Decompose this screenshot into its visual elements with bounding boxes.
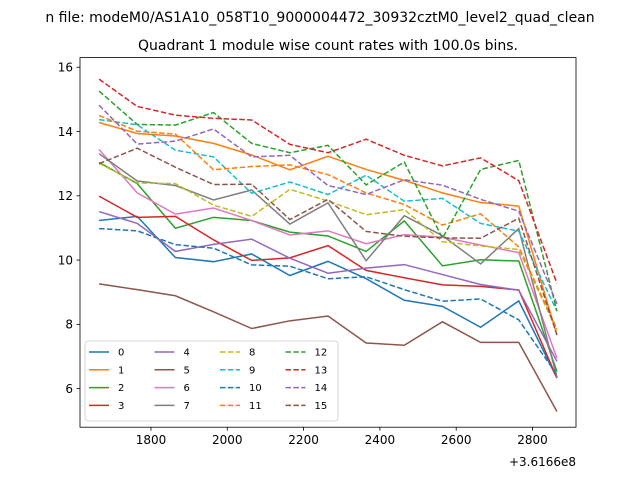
chart-title: Quadrant 1 module wise count rates with … [138,38,518,54]
series-line-8 [98,162,558,331]
series-line-4 [98,210,558,362]
x-offset-label: +3.6166e8 [509,455,576,469]
x-tick-label: 2800 [517,433,548,447]
series-line-13 [98,78,558,284]
y-tick-label: 6 [65,382,73,396]
x-tick-label: 2000 [212,433,243,447]
series-line-1 [98,121,558,336]
y-tick-label: 16 [58,61,73,75]
y-tick-label: 12 [58,189,73,203]
legend-label-3: 3 [118,401,124,412]
legend-label-7: 7 [184,401,190,412]
x-tick-label: 2400 [365,433,396,447]
x-tick-label: 2600 [441,433,472,447]
plot-lines [98,78,558,412]
legend-label-11: 11 [249,401,262,412]
legend-label-9: 9 [249,365,255,376]
legend-label-1: 1 [118,365,124,376]
legend-label-13: 13 [315,365,328,376]
series-line-5 [98,283,558,412]
legend-label-2: 2 [118,383,124,394]
series-line-10 [99,227,558,376]
series-line-0 [98,215,558,379]
legend-label-12: 12 [315,348,328,359]
legend-label-0: 0 [118,348,124,359]
figure-suptitle: n file: modeM0/AS1A10_058T10_9000004472_… [45,10,594,26]
series-line-12 [98,90,558,312]
legend-label-10: 10 [249,383,262,394]
legend-label-6: 6 [184,383,190,394]
series-line-7 [98,153,558,378]
legend-label-5: 5 [184,365,190,376]
legend-label-4: 4 [184,348,190,359]
x-tick-label: 1800 [136,433,167,447]
series-line-6 [98,149,558,359]
y-tick-label: 10 [58,253,73,267]
series-line-15 [98,147,558,336]
axes-frame [79,57,577,428]
legend-label-8: 8 [249,348,255,359]
series-line-11 [98,114,558,330]
series-line-2 [98,161,558,372]
legend-box [84,340,339,422]
y-tick-label: 14 [58,125,73,139]
legend-label-14: 14 [315,383,328,394]
legend-label-15: 15 [315,401,328,412]
x-tick-label: 2200 [288,433,319,447]
y-tick-label: 8 [65,318,73,332]
series-line-9 [98,118,558,312]
series-line-3 [98,195,558,379]
